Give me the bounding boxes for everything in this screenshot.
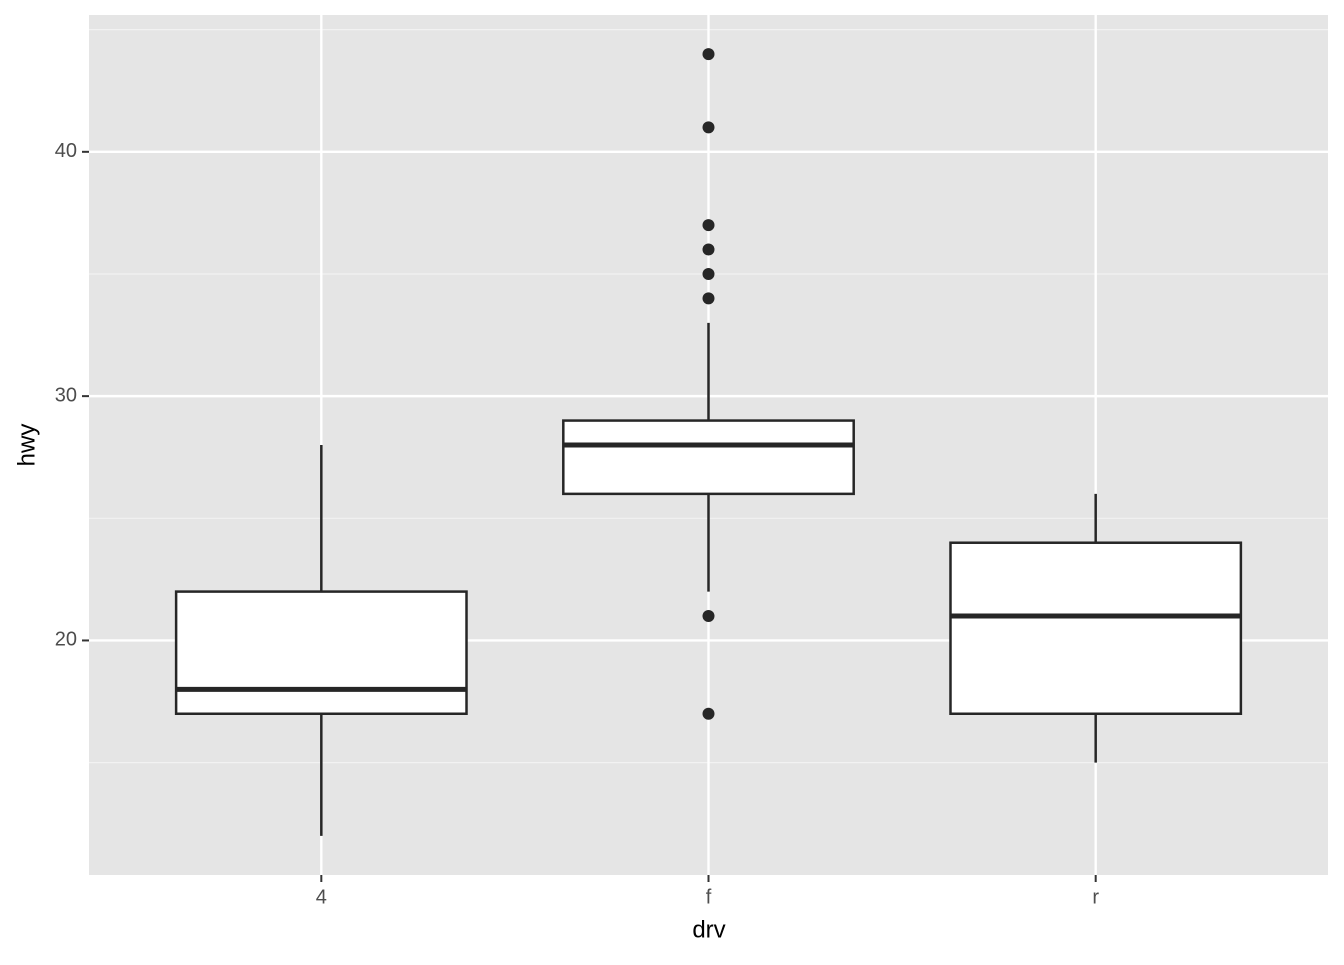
outlier — [702, 121, 715, 134]
outlier — [702, 219, 715, 232]
box — [562, 419, 855, 496]
x-tick-label: 4 — [316, 886, 327, 908]
y-tick-label: 30 — [55, 384, 77, 406]
x-tick-label: f — [706, 886, 712, 908]
box — [949, 541, 1243, 716]
outlier — [702, 243, 715, 256]
outlier — [702, 707, 715, 720]
outlier — [702, 48, 715, 61]
outlier — [702, 292, 715, 305]
outlier — [702, 610, 715, 623]
x-tick-label: r — [1092, 886, 1099, 908]
y-tick-label: 20 — [55, 629, 77, 651]
box — [174, 590, 468, 715]
outlier — [702, 267, 715, 280]
x-axis-title: drv — [692, 916, 725, 943]
y-axis-title: hwy — [13, 424, 40, 467]
y-tick-label: 40 — [55, 140, 77, 162]
